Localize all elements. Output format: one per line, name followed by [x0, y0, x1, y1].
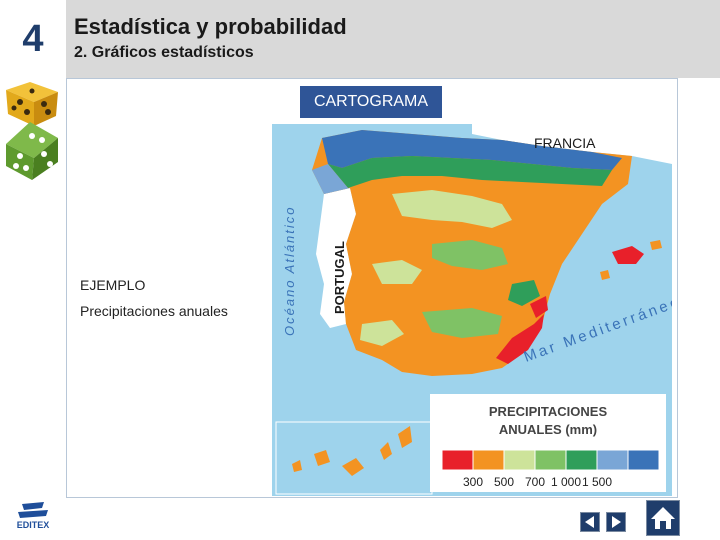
legend-tick-label: 700 [525, 475, 545, 489]
house-icon [651, 507, 675, 529]
atlantic-label: Océano Atlántico [282, 205, 297, 336]
northwest-zone [312, 164, 350, 194]
legend-swatch [596, 449, 629, 471]
legend-tick-label: 500 [494, 475, 514, 489]
balearic-islands [612, 246, 644, 264]
legend-swatch [503, 449, 536, 471]
legend-swatch [565, 449, 598, 471]
southeast-dry-zone [496, 314, 544, 364]
precipitation-map: FRANCIA PORTUGAL Océano Atlántico Mar Me… [272, 124, 672, 496]
portugal-label: PORTUGAL [332, 241, 347, 314]
legend-title: PRECIPITACIONES [489, 404, 608, 419]
legend-box [430, 394, 666, 492]
legend-swatches [441, 449, 660, 471]
france-land [472, 124, 672, 164]
portugal-land [316, 188, 356, 328]
chapter-box: 4 [0, 0, 66, 78]
north-humid-zone [322, 130, 622, 170]
publisher-logo: EDITEX [17, 502, 50, 530]
legend-tick-label: 1 000 [551, 475, 581, 489]
title-band: Estadística y probabilidad 2. Gráficos e… [66, 0, 720, 78]
next-button[interactable] [606, 512, 626, 532]
legend-swatch [534, 449, 567, 471]
legend-tick-label: 1 500 [582, 475, 612, 489]
home-button[interactable] [646, 500, 680, 536]
legend-title-2: ANUALES (mm) [499, 422, 597, 437]
legend-swatch [627, 449, 660, 471]
triangle-right-icon [612, 516, 621, 528]
legend-ticks: 300 500 700 1 000 1 500 [463, 475, 612, 489]
graph-type-label: CARTOGRAMA [300, 86, 442, 118]
legend-swatch [441, 449, 474, 471]
legend-tick-label: 300 [463, 475, 483, 489]
example-description: Precipitaciones anuales [80, 303, 228, 319]
triangle-left-icon [585, 516, 594, 528]
central-green-zone [392, 190, 512, 228]
example-label: EJEMPLO [80, 277, 146, 293]
legend-swatch [472, 449, 505, 471]
chapter-number: 4 [22, 18, 44, 60]
north-green-zone [328, 156, 612, 188]
dice-icon [6, 82, 58, 180]
unit-title: Estadística y probabilidad [74, 14, 347, 39]
header: 4 Estadística y probabilidad 2. Gráficos… [0, 0, 720, 78]
france-label: FRANCIA [534, 135, 596, 151]
svg-text:EDITEX: EDITEX [17, 520, 50, 530]
section-subtitle: 2. Gráficos estadísticos [74, 44, 254, 61]
canary-islands [292, 426, 412, 476]
previous-button[interactable] [580, 512, 600, 532]
